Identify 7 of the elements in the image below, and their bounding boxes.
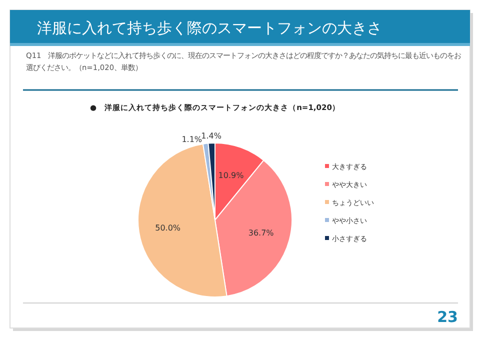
text: 23 [437, 308, 458, 326]
data-label: 50.0% [155, 223, 181, 232]
data-label: 10.9% [218, 171, 244, 180]
data-label: 36.7% [248, 228, 274, 238]
data-label: 1.4% [201, 131, 222, 140]
chart-title: 洋服に入れて持ち歩く際のスマートフォンの大きさ [37, 19, 382, 37]
data-label: 1.1% [182, 134, 202, 144]
